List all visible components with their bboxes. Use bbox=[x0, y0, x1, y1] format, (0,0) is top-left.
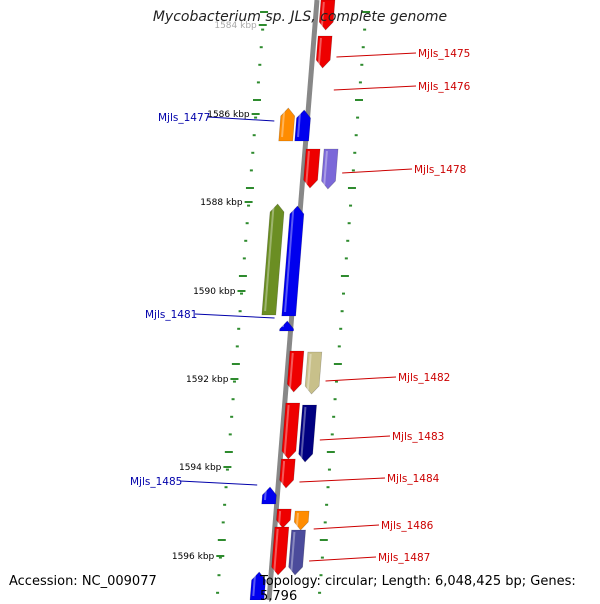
gene-label[interactable]: Mjls_1476 bbox=[418, 81, 471, 93]
gene-highlight bbox=[279, 511, 280, 524]
label-leader-line bbox=[299, 478, 385, 482]
gene-label[interactable]: Mjls_1482 bbox=[398, 372, 450, 384]
map-title: Mycobacterium sp. JLS, complete genome bbox=[0, 9, 600, 25]
kbp-label: 1586 kbp bbox=[207, 110, 250, 120]
accession-label: Accession: NC_009077 bbox=[9, 574, 157, 589]
gene-label[interactable]: Mjls_1483 bbox=[392, 431, 444, 443]
gene-label[interactable]: Mjls_1475 bbox=[418, 48, 470, 60]
label-leader-line bbox=[334, 86, 416, 90]
kbp-label: 1594 kbp bbox=[179, 463, 222, 473]
kbp-label: 1588 kbp bbox=[200, 198, 243, 208]
gene-label[interactable]: Mjls_1478 bbox=[414, 164, 466, 176]
genes bbox=[250, 0, 338, 600]
gene-label[interactable]: Mjls_1486 bbox=[381, 520, 434, 532]
label-leader-line bbox=[336, 53, 416, 57]
gene-highlight bbox=[297, 513, 298, 526]
label-leader-line bbox=[314, 525, 379, 529]
gene-label[interactable]: Mjls_1487 bbox=[378, 552, 430, 564]
kbp-label: 1596 kbp bbox=[172, 552, 215, 562]
gene-label[interactable]: Mjls_1485 bbox=[130, 476, 182, 488]
gene-label[interactable]: Mjls_1484 bbox=[387, 473, 440, 485]
gene-label[interactable]: Mjls_1481 bbox=[145, 309, 197, 321]
label-leader-line bbox=[326, 377, 396, 381]
kbp-label: 1590 kbp bbox=[193, 287, 236, 297]
gene-arrow[interactable] bbox=[262, 487, 277, 504]
kbp-label: 1592 kbp bbox=[186, 375, 229, 385]
label-leader-line bbox=[180, 481, 257, 485]
gene-label[interactable]: Mjls_1477 bbox=[158, 112, 210, 124]
label-leader-line bbox=[320, 436, 390, 440]
gene-highlight bbox=[265, 489, 266, 500]
label-leader-line bbox=[309, 557, 376, 561]
